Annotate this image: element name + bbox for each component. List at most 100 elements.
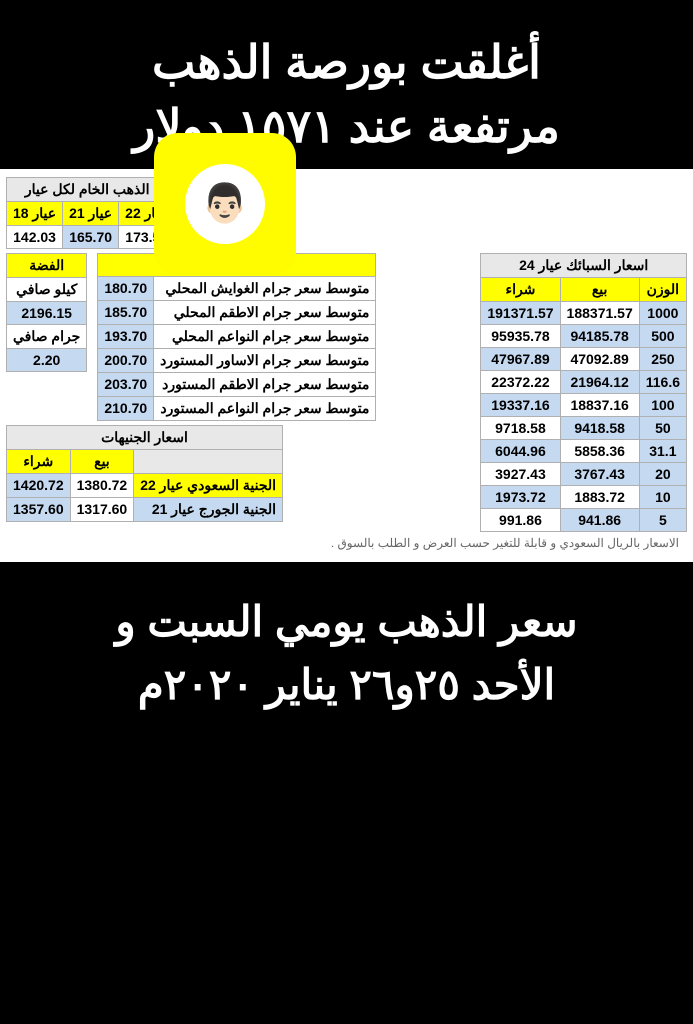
avg-row: متوسط سعر جرام الاساور المستورد200.70 [98,348,376,372]
bars-weight: 500 [639,324,686,347]
coins-label: الجنية السعودي عيار 22 [134,473,283,497]
bars-col-sell: بيع [560,277,639,301]
tables-container: 👨🏻 سعر جرام الذهب الخام لكل عيار عيار 24… [0,169,693,562]
karat-val-21: 165.70 [63,225,119,248]
bars-row: 101883.721973.72 [481,485,687,508]
bars-row: 509418.589718.58 [481,416,687,439]
silver-row: جرام صافي [7,324,87,348]
bars-buy: 991.86 [481,508,560,531]
avg-row: متوسط سعر جرام النواعم المحلي193.70 [98,324,376,348]
bars-row: 25047092.8947967.89 [481,347,687,370]
avg-label: متوسط سعر جرام الاساور المستورد [154,348,376,372]
karat-col-18: عيار 18 [7,201,63,225]
karat-col-21: عيار 21 [63,201,119,225]
bars-buy: 1973.72 [481,485,560,508]
headline: أغلقت بورصة الذهب مرتفعة عند ١٥٧١ دولار [0,0,693,169]
bars-weight: 50 [639,416,686,439]
avg-row: متوسط سعر جرام النواعم المستورد210.70 [98,396,376,420]
bars-buy: 47967.89 [481,347,560,370]
bars-table: اسعار السبائك عيار 24 الوزن بيع شراء 100… [480,253,687,532]
silver-cell: كيلو صافي [7,277,87,301]
silver-cell: 2.20 [7,348,87,371]
bars-sell: 9418.58 [560,416,639,439]
silver-header: الفضة [7,253,87,277]
coins-table: اسعار الجنيهات بيع شراء الجنية السعودي ع… [6,425,283,522]
bars-row: 203767.433927.43 [481,462,687,485]
bars-weight: 250 [639,347,686,370]
bars-sell: 188371.57 [560,301,639,324]
footer-line2: الأحد ٢٥و٢٦ يناير ٢٠٢٠م [20,653,673,716]
bars-sell: 3767.43 [560,462,639,485]
bars-sell: 1883.72 [560,485,639,508]
coins-header: اسعار الجنيهات [7,425,283,449]
footer-note: الاسعار بالريال السعودي و قابلة للتغير ح… [6,532,687,554]
snapchat-code: 👨🏻 [160,139,290,269]
coins-row: الجنية الجورج عيار 211317.601357.60 [7,497,283,521]
avg-label: متوسط سعر جرام الاطقم المستورد [154,372,376,396]
avg-row: متوسط سعر جرام الغوايش المحلي180.70 [98,276,376,300]
avg-label: متوسط سعر جرام الغوايش المحلي [154,276,376,300]
bars-sell: 21964.12 [560,370,639,393]
footer: سعر الذهب يومي السبت و الأحد ٢٥و٢٦ يناير… [0,562,693,744]
bars-sell: 5858.36 [560,439,639,462]
bars-sell: 941.86 [560,508,639,531]
coins-empty [134,449,283,473]
bars-sell: 94185.78 [560,324,639,347]
bars-buy: 9718.58 [481,416,560,439]
avg-label: متوسط سعر جرام الاطقم المحلي [154,300,376,324]
bars-col-buy: شراء [481,277,560,301]
bars-weight: 31.1 [639,439,686,462]
coins-label: الجنية الجورج عيار 21 [134,497,283,521]
avg-val: 193.70 [98,324,154,348]
avg-label: متوسط سعر جرام النواعم المحلي [154,324,376,348]
bars-row: 50094185.7895935.78 [481,324,687,347]
footer-line1: سعر الذهب يومي السبت و [20,590,673,653]
headline-line2: مرتفعة عند ١٥٧١ دولار [20,94,673,158]
headline-line1: أغلقت بورصة الذهب [20,30,673,94]
silver-row: 2.20 [7,348,87,371]
bars-buy: 95935.78 [481,324,560,347]
bars-row: 1000188371.57191371.57 [481,301,687,324]
bars-row: 116.621964.1222372.22 [481,370,687,393]
bars-weight: 1000 [639,301,686,324]
avg-val: 200.70 [98,348,154,372]
silver-row: كيلو صافي [7,277,87,301]
bars-buy: 19337.16 [481,393,560,416]
coins-col-buy: شراء [7,449,71,473]
bars-col-weight: الوزن [639,277,686,301]
avatar: 👨🏻 [185,164,265,244]
avg-val: 203.70 [98,372,154,396]
avg-label: متوسط سعر جرام النواعم المستورد [154,396,376,420]
avg-val: 180.70 [98,276,154,300]
bars-weight: 116.6 [639,370,686,393]
bars-header: اسعار السبائك عيار 24 [481,253,687,277]
avg-table: 21 متوسط سعر جرام الغوايش المحلي180.70مت… [97,253,376,421]
avg-val: 185.70 [98,300,154,324]
bars-weight: 100 [639,393,686,416]
bars-row: 31.15858.366044.96 [481,439,687,462]
coins-buy: 1420.72 [7,473,71,497]
silver-cell: 2196.15 [7,301,87,324]
coins-sell: 1317.60 [70,497,134,521]
bars-sell: 18837.16 [560,393,639,416]
silver-table: الفضة كيلو صافي2196.15جرام صافي2.20 [6,253,87,372]
karat-val-18: 142.03 [7,225,63,248]
avg-val: 210.70 [98,396,154,420]
bars-buy: 191371.57 [481,301,560,324]
bars-row: 10018837.1619337.16 [481,393,687,416]
bars-weight: 20 [639,462,686,485]
bars-buy: 6044.96 [481,439,560,462]
bars-sell: 47092.89 [560,347,639,370]
avg-row: متوسط سعر جرام الاطقم المحلي185.70 [98,300,376,324]
bars-weight: 10 [639,485,686,508]
bars-buy: 22372.22 [481,370,560,393]
bars-buy: 3927.43 [481,462,560,485]
bars-row: 5941.86991.86 [481,508,687,531]
bars-weight: 5 [639,508,686,531]
silver-cell: جرام صافي [7,324,87,348]
coins-sell: 1380.72 [70,473,134,497]
silver-row: 2196.15 [7,301,87,324]
coins-row: الجنية السعودي عيار 221380.721420.72 [7,473,283,497]
coins-col-sell: بيع [70,449,134,473]
avg-row: متوسط سعر جرام الاطقم المستورد203.70 [98,372,376,396]
